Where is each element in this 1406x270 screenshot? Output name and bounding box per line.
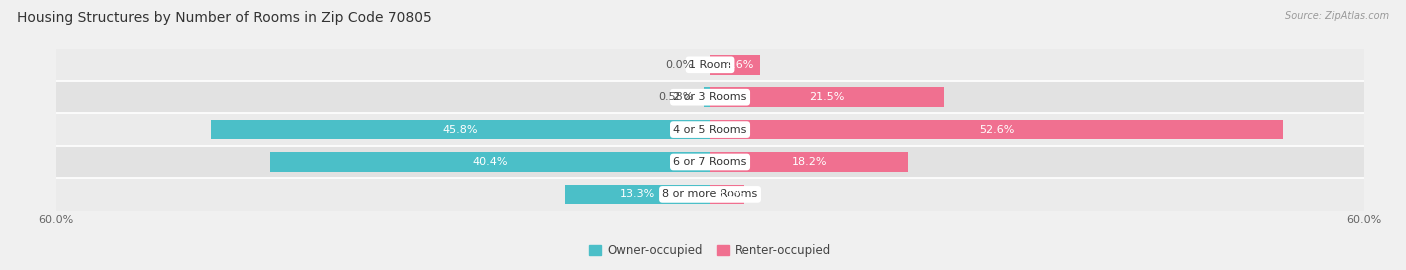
Text: Source: ZipAtlas.com: Source: ZipAtlas.com — [1285, 11, 1389, 21]
Bar — [211, 120, 710, 139]
Text: 6 or 7 Rooms: 6 or 7 Rooms — [673, 157, 747, 167]
Text: 40.4%: 40.4% — [472, 157, 508, 167]
Bar — [710, 185, 744, 204]
Bar — [56, 178, 1364, 211]
Bar — [710, 55, 761, 75]
Text: 21.5%: 21.5% — [810, 92, 845, 102]
Bar — [270, 152, 710, 172]
Bar — [56, 113, 1364, 146]
Text: 2 or 3 Rooms: 2 or 3 Rooms — [673, 92, 747, 102]
Bar — [704, 87, 710, 107]
Text: 1 Room: 1 Room — [689, 60, 731, 70]
Bar — [56, 146, 1364, 178]
Bar — [710, 152, 908, 172]
Text: 13.3%: 13.3% — [620, 189, 655, 200]
Legend: Owner-occupied, Renter-occupied: Owner-occupied, Renter-occupied — [585, 239, 835, 261]
Bar — [56, 81, 1364, 113]
Text: 0.0%: 0.0% — [665, 60, 693, 70]
Text: 4 or 5 Rooms: 4 or 5 Rooms — [673, 124, 747, 135]
Text: 4.6%: 4.6% — [725, 60, 754, 70]
Text: 0.58%: 0.58% — [658, 92, 693, 102]
Bar — [565, 185, 710, 204]
Text: 45.8%: 45.8% — [443, 124, 478, 135]
Text: 18.2%: 18.2% — [792, 157, 827, 167]
Text: 52.6%: 52.6% — [979, 124, 1014, 135]
Text: 8 or more Rooms: 8 or more Rooms — [662, 189, 758, 200]
Bar — [56, 49, 1364, 81]
Text: Housing Structures by Number of Rooms in Zip Code 70805: Housing Structures by Number of Rooms in… — [17, 11, 432, 25]
Bar — [710, 120, 1284, 139]
Bar — [710, 87, 945, 107]
Text: 3.1%: 3.1% — [716, 189, 744, 200]
